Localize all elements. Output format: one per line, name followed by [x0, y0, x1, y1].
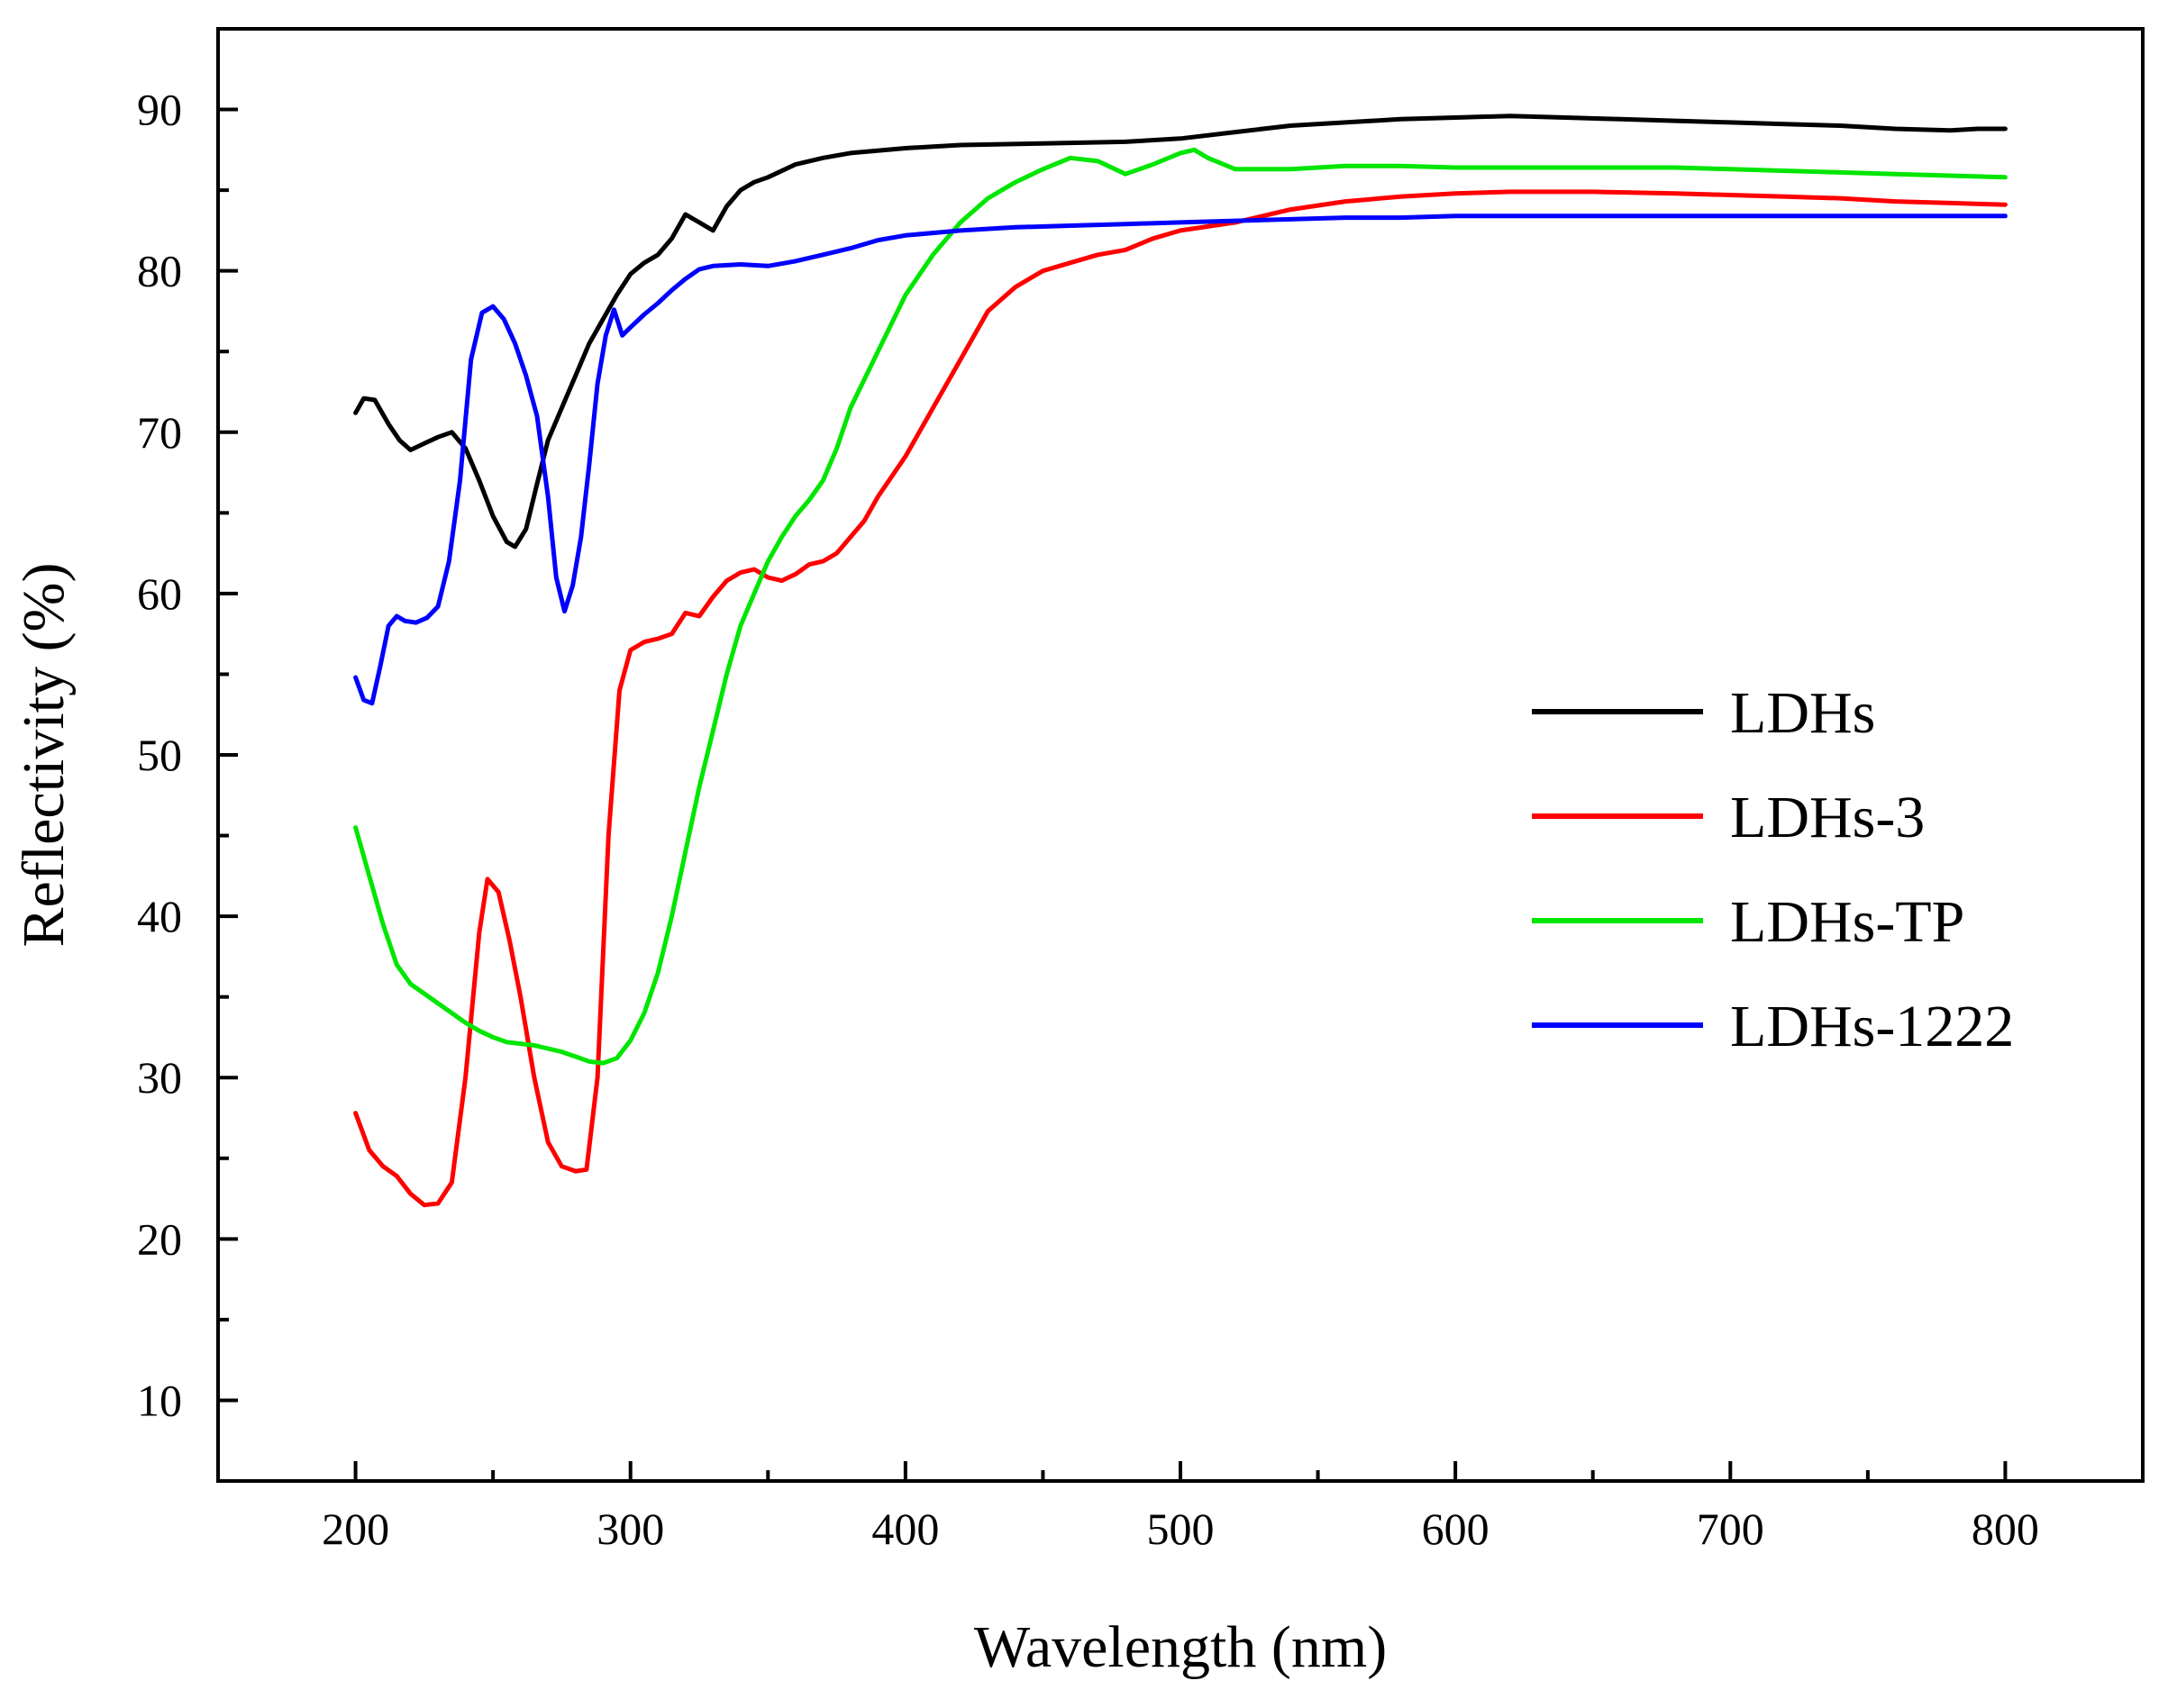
- y-axis: 10 20 30 40 50 60 70 80 90: [137, 85, 238, 1425]
- legend-label: LDHs-TP: [1730, 889, 1964, 955]
- legend: LDHs LDHs-3 LDHs-TP LDHs-1222: [1532, 680, 2014, 1059]
- x-axis: 200 300 400 500 600 700 800: [322, 1461, 2039, 1554]
- series-line-ldhs-3: [353, 189, 2008, 1208]
- y-tick-label: 30: [137, 1052, 182, 1103]
- x-tick-label: 300: [597, 1504, 664, 1554]
- y-tick-label: 40: [137, 891, 182, 941]
- y-tick-label: 70: [137, 407, 182, 458]
- legend-label: LDHs-1222: [1730, 994, 2014, 1059]
- y-tick-label: 60: [137, 568, 182, 619]
- y-tick-label: 90: [137, 85, 182, 135]
- x-tick-label: 700: [1697, 1504, 1764, 1554]
- x-tick-label: 500: [1147, 1504, 1215, 1554]
- y-tick-label: 10: [137, 1375, 182, 1425]
- legend-label: LDHs: [1730, 680, 1875, 746]
- y-tick-label: 80: [137, 246, 182, 296]
- x-tick-label: 400: [871, 1504, 939, 1554]
- x-tick-label: 200: [322, 1504, 389, 1554]
- series-lines: [353, 114, 2008, 1208]
- x-tick-label: 600: [1422, 1504, 1489, 1554]
- series-line-ldhs: [353, 114, 2008, 550]
- y-tick-label: 20: [137, 1213, 182, 1264]
- y-tick-label: 50: [137, 730, 182, 780]
- legend-label: LDHs-3: [1730, 785, 1925, 850]
- plot-frame: [216, 27, 2145, 1483]
- series-line-ldhs-1222: [353, 214, 2008, 706]
- x-axis-title: Wavelength (nm): [974, 1614, 1387, 1680]
- series-line-ldhs-tp: [353, 147, 2008, 1066]
- x-tick-label: 800: [1972, 1504, 2039, 1554]
- y-axis-title: Reflectivity (%): [11, 562, 77, 947]
